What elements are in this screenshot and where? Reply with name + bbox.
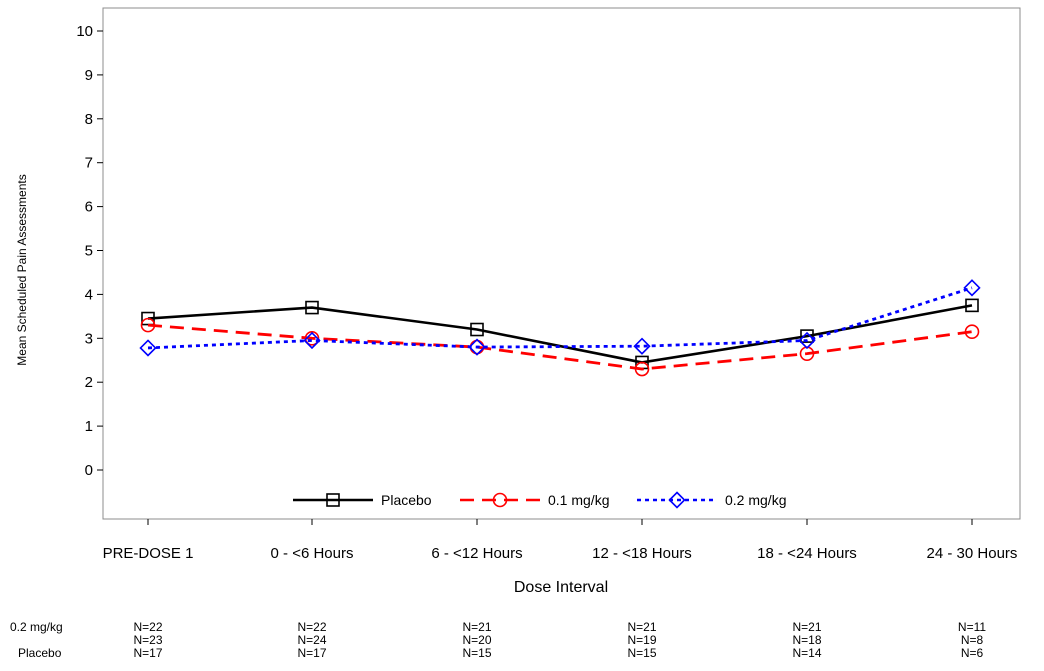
data-point <box>139 339 157 357</box>
n-value: N=6 <box>961 646 984 660</box>
data-point <box>304 330 320 346</box>
legend-marker <box>668 491 686 509</box>
legend-label: 0.2 mg/kg <box>725 492 786 508</box>
legend-label: 0.1 mg/kg <box>548 492 609 508</box>
x-tick-label: 18 - <24 Hours <box>757 545 857 562</box>
y-tick-label: 3 <box>85 330 93 347</box>
x-tick-label: PRE-DOSE 1 <box>103 545 194 562</box>
data-point <box>634 361 650 377</box>
n-value: N=21 <box>462 620 491 634</box>
y-tick-label: 0 <box>85 462 93 479</box>
legend-marker <box>326 493 340 507</box>
n-value: N=19 <box>627 633 656 647</box>
n-value: N=11 <box>958 620 986 634</box>
legend-marker <box>492 492 508 508</box>
n-value: N=21 <box>627 620 656 634</box>
n-value: N=17 <box>297 646 326 660</box>
data-point <box>963 279 981 297</box>
y-tick-label: 10 <box>76 23 93 40</box>
y-tick-label: 6 <box>85 199 93 216</box>
y-tick-label: 8 <box>85 111 93 128</box>
data-point <box>798 331 816 350</box>
data-point <box>800 329 814 343</box>
data-point <box>633 337 651 355</box>
y-tick-label: 4 <box>85 286 93 303</box>
y-tick-label: 2 <box>85 374 93 391</box>
x-tick-label: 12 - <18 Hours <box>592 545 692 562</box>
x-tick-label: 24 - 30 Hours <box>927 545 1018 562</box>
data-point <box>140 317 156 333</box>
data-point <box>141 311 155 326</box>
n-row-label: Placebo <box>18 646 62 660</box>
n-value: N=8 <box>961 633 984 647</box>
n-value: N=18 <box>792 633 821 647</box>
y-tick-label: 9 <box>85 67 93 84</box>
n-value: N=14 <box>792 646 821 660</box>
n-row-label: 0.2 mg/kg <box>10 620 63 634</box>
n-value: N=24 <box>297 633 326 647</box>
n-value: N=22 <box>297 620 326 634</box>
x-axis: PRE-DOSE 1 0 - <6 Hours 6 - <12 Hours 12 - … <box>103 519 1018 562</box>
y-tick-label: 1 <box>85 418 93 435</box>
x-tick-label: 0 - <6 Hours <box>271 545 354 562</box>
data-point <box>470 322 484 337</box>
legend-label: Placebo <box>381 492 432 508</box>
n-value: N=17 <box>133 646 162 660</box>
data-point <box>964 324 980 340</box>
n-value: N=21 <box>792 620 821 634</box>
n-value: N=20 <box>462 633 491 647</box>
series-3 <box>139 279 981 357</box>
legend: Placebo 0.1 mg/kg 0.2 mg/kg <box>293 491 786 509</box>
n-value: N=23 <box>133 633 162 647</box>
series-line <box>147 323 973 371</box>
series-layer <box>139 279 981 377</box>
y-tick-label: 5 <box>85 243 93 260</box>
y-tick-label: 7 <box>85 155 93 172</box>
y-axis: 0 1 2 3 4 5 6 7 8 9 10 <box>76 23 103 479</box>
data-point <box>468 338 486 356</box>
n-value: N=15 <box>627 646 656 660</box>
n-value: N=22 <box>133 620 162 634</box>
x-axis-title: Dose Interval <box>514 579 608 596</box>
n-value: N=15 <box>462 646 491 660</box>
n-table: 0.2 mg/kg N=22 N=22 N=21 N=21 N=21 N=11 N=23 N=2… <box>10 620 986 660</box>
plot-frame <box>102 7 1021 520</box>
x-tick-label: 6 - <12 Hours <box>431 545 522 562</box>
series-line <box>147 286 973 350</box>
data-point <box>305 300 319 315</box>
data-point <box>965 298 979 313</box>
data-point <box>303 331 321 350</box>
y-axis-title: Mean Scheduled Pain Assessments <box>15 174 29 365</box>
